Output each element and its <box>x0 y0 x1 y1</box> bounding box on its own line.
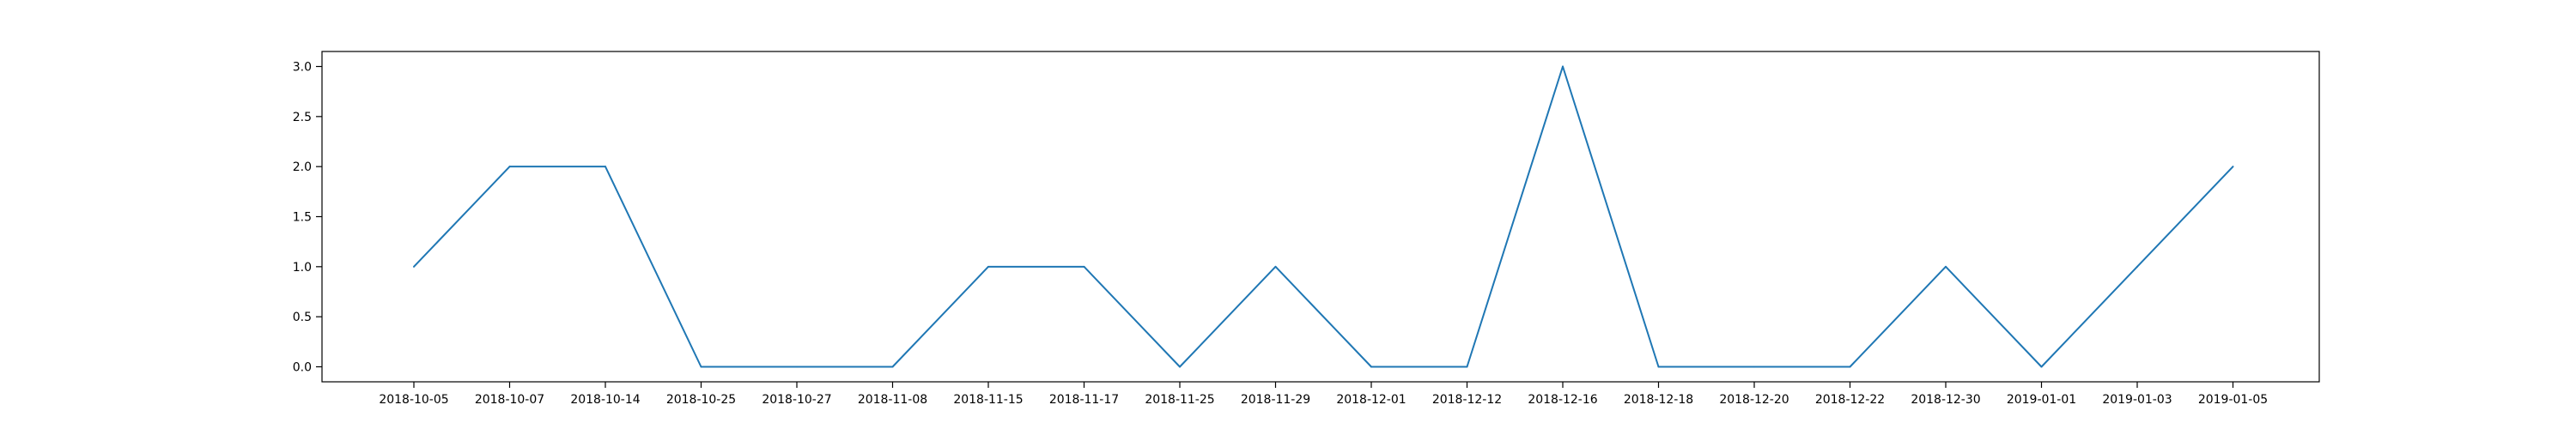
axes: 2018-10-05 2018-10-07 2018-10-14 2018-10-25… <box>293 51 2320 407</box>
x-tick-label: 2018-12-16 <box>1528 393 1597 407</box>
x-tick-label: 2018-12-01 <box>1336 393 1406 407</box>
x-tick-label: 2018-10-14 <box>570 393 640 407</box>
y-tick-label: 1.0 <box>293 261 312 275</box>
x-tick-label: 2018-12-18 <box>1624 393 1693 407</box>
x-tick-label: 2018-11-17 <box>1049 393 1119 407</box>
x-tick-label: 2018-12-30 <box>1911 393 1980 407</box>
data-point <box>1753 366 1755 368</box>
data-point <box>796 366 798 368</box>
x-tick-label: 2018-10-27 <box>762 393 831 407</box>
data-point <box>2232 166 2234 168</box>
data-point <box>413 265 415 268</box>
data-point <box>508 166 511 168</box>
x-tick-label: 2018-11-15 <box>953 393 1023 407</box>
data-point <box>1849 366 1851 368</box>
plot-frame <box>321 51 2320 383</box>
data-point <box>2136 265 2138 268</box>
data-point <box>1562 65 1564 68</box>
y-tick-label: 2.0 <box>293 160 312 174</box>
x-tick-label: 2019-01-01 <box>2007 393 2076 407</box>
y-tick-label: 2.5 <box>293 111 312 124</box>
y-axis: 0.0 0.5 1.0 1.5 2.0 2.5 3.0 <box>293 61 322 375</box>
data-point <box>1370 366 1372 368</box>
series-line <box>413 65 2234 368</box>
data-point <box>1083 265 1085 268</box>
y-tick-label: 0.5 <box>293 311 312 324</box>
x-tick-label: 2019-01-05 <box>2198 393 2268 407</box>
x-tick-label: 2018-10-25 <box>666 393 736 407</box>
y-tick-label: 0.0 <box>293 361 312 375</box>
y-tick-label: 3.0 <box>293 61 312 75</box>
x-axis: 2018-10-05 2018-10-07 2018-10-14 2018-10-25… <box>379 382 2268 407</box>
x-tick-label: 2018-11-29 <box>1241 393 1310 407</box>
x-tick-label: 2018-12-20 <box>1719 393 1789 407</box>
data-point <box>1945 265 1947 268</box>
x-tick-label: 2019-01-03 <box>2102 393 2172 407</box>
x-tick-label: 2018-12-12 <box>1432 393 1502 407</box>
x-tick-label: 2018-10-05 <box>379 393 448 407</box>
data-point <box>605 166 606 168</box>
data-point <box>1274 265 1277 268</box>
data-point <box>987 265 989 268</box>
plot-area <box>413 65 2234 368</box>
x-tick-label: 2018-11-25 <box>1145 393 1214 407</box>
data-point <box>2040 366 2043 368</box>
data-point <box>1466 366 1468 368</box>
data-point <box>1657 366 1660 368</box>
y-tick-label: 1.5 <box>293 211 312 225</box>
data-point <box>700 366 702 368</box>
x-tick-label: 2018-12-22 <box>1815 393 1885 407</box>
x-tick-label: 2018-10-07 <box>475 393 544 407</box>
x-tick-label: 2018-11-08 <box>858 393 927 407</box>
data-point <box>1179 366 1181 368</box>
data-point <box>891 366 894 368</box>
